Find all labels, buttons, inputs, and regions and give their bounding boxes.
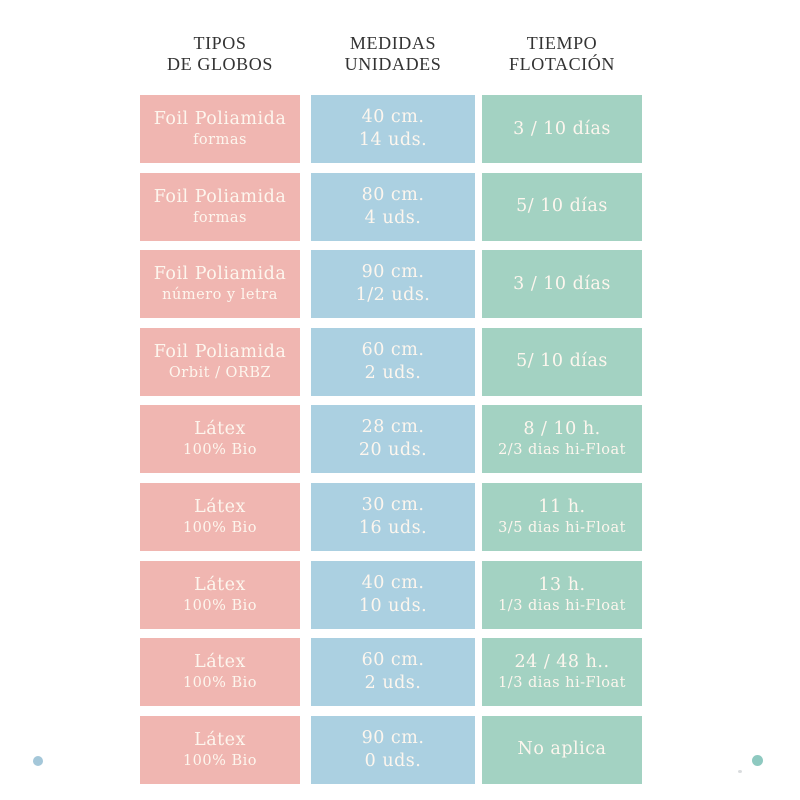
balloon-type-cell: Látex 100% Bio — [140, 405, 300, 474]
column-header-medidas-unidades: MEDIDAS UNIDADES — [311, 33, 475, 75]
decorative-dot-blue — [33, 756, 43, 766]
cell-line-primary: 60 cm. — [361, 339, 425, 360]
header-line: FLOTACIÓN — [509, 54, 615, 74]
cell-line-secondary: 2 uds. — [364, 362, 422, 383]
cell-line-secondary: 16 uds. — [358, 517, 428, 538]
table-row: Látex 100% Bio 60 cm. 2 uds. 24 / 48 h..… — [140, 638, 642, 707]
decorative-dot-teal — [752, 755, 763, 766]
balloon-type-cell: Foil Poliamida número y letra — [140, 250, 300, 319]
cell-line-primary: 30 cm. — [361, 494, 425, 515]
cell-line-secondary: formas — [193, 209, 247, 226]
cell-line-primary: 60 cm. — [361, 650, 425, 671]
cell-line-primary: 24 / 48 h.. — [514, 652, 610, 673]
float-time-cell: 24 / 48 h.. 1/3 dias hi-Float — [482, 638, 642, 707]
cell-line-primary: 40 cm. — [361, 572, 425, 593]
measure-cell: 28 cm. 20 uds. — [311, 405, 475, 474]
cell-line-secondary: 1/3 dias hi-Float — [498, 675, 626, 692]
float-time-cell: 5/ 10 días — [482, 172, 642, 241]
cell-line-primary: Foil Poliamida — [153, 264, 287, 285]
header-line: TIEMPO — [526, 33, 598, 53]
cell-line-secondary: 10 uds. — [358, 595, 428, 616]
measure-cell: 60 cm. 2 uds. — [311, 638, 475, 707]
cell-line-primary: Látex — [194, 419, 246, 440]
table-row: Foil Poliamida formas 40 cm. 14 uds. 3 /… — [140, 95, 642, 163]
table-row: Foil Poliamida número y letra 90 cm. 1/2… — [140, 250, 642, 319]
measure-cell: 90 cm. 0 uds. — [311, 715, 475, 784]
cell-line-primary: Látex — [194, 574, 246, 595]
balloon-type-cell: Foil Poliamida formas — [140, 172, 300, 241]
cell-line-primary: Foil Poliamida — [153, 186, 287, 207]
cell-line-secondary: 0 uds. — [364, 750, 422, 771]
cell-line-primary: 90 cm. — [361, 262, 425, 283]
float-time-cell: 8 / 10 h. 2/3 dias hi-Float — [482, 405, 642, 474]
measure-cell: 30 cm. 16 uds. — [311, 482, 475, 551]
header-line: DE GLOBOS — [167, 54, 273, 74]
balloon-type-cell: Látex 100% Bio — [140, 638, 300, 707]
cell-line-secondary: 2 uds. — [364, 673, 422, 694]
table-row: Foil Poliamida formas 80 cm. 4 uds. 5/ 1… — [140, 172, 642, 241]
cell-line-secondary: 100% Bio — [182, 442, 258, 459]
cell-line-primary: No aplica — [517, 739, 607, 760]
cell-line-secondary: Orbit / ORBZ — [168, 364, 272, 381]
cell-line-primary: 28 cm. — [361, 417, 425, 438]
cell-line-primary: 80 cm. — [361, 184, 425, 205]
table-row: Látex 100% Bio 30 cm. 16 uds. 11 h. 3/5 … — [140, 482, 642, 551]
cell-line-primary: Látex — [194, 729, 246, 750]
cell-line-primary: Látex — [194, 652, 246, 673]
balloon-type-cell: Foil Poliamida formas — [140, 95, 300, 163]
cell-line-secondary: 3/5 dias hi-Float — [498, 519, 626, 536]
cell-line-secondary: 100% Bio — [182, 675, 258, 692]
measure-cell: 90 cm. 1/2 uds. — [311, 250, 475, 319]
table-body: Foil Poliamida formas 40 cm. 14 uds. 3 /… — [140, 95, 642, 784]
float-time-cell: 3 / 10 días — [482, 250, 642, 319]
cell-line-secondary: 100% Bio — [182, 752, 258, 769]
float-time-cell: 13 h. 1/3 dias hi-Float — [482, 560, 642, 629]
header-line: TIPOS — [193, 33, 247, 53]
cell-line-secondary: 1/3 dias hi-Float — [498, 597, 626, 614]
cell-line-primary: 11 h. — [538, 496, 586, 517]
measure-cell: 40 cm. 10 uds. — [311, 560, 475, 629]
measure-cell: 80 cm. 4 uds. — [311, 172, 475, 241]
cell-line-secondary: 20 uds. — [358, 440, 428, 461]
balloon-type-cell: Látex 100% Bio — [140, 715, 300, 784]
cell-line-secondary: 4 uds. — [364, 207, 422, 228]
cell-line-secondary: 2/3 dias hi-Float — [498, 442, 626, 459]
float-time-cell: 11 h. 3/5 dias hi-Float — [482, 482, 642, 551]
cell-line-secondary: 100% Bio — [182, 597, 258, 614]
column-header-tipos-de-globos: TIPOS DE GLOBOS — [140, 33, 300, 75]
cell-line-primary: 90 cm. — [361, 727, 425, 748]
measure-cell: 40 cm. 14 uds. — [311, 95, 475, 163]
table-row: Látex 100% Bio 40 cm. 10 uds. 13 h. 1/3 … — [140, 560, 642, 629]
cell-line-primary: Foil Poliamida — [153, 341, 287, 362]
header-line: UNIDADES — [344, 54, 442, 74]
cell-line-secondary: 1/2 uds. — [355, 285, 431, 306]
cell-line-primary: 3 / 10 días — [513, 273, 611, 294]
cell-line-primary: 13 h. — [538, 574, 586, 595]
cell-line-primary: 3 / 10 días — [513, 118, 611, 139]
balloon-type-cell: Látex 100% Bio — [140, 560, 300, 629]
table-row: Látex 100% Bio 28 cm. 20 uds. 8 / 10 h. … — [140, 405, 642, 474]
measure-cell: 60 cm. 2 uds. — [311, 327, 475, 396]
cell-line-primary: Foil Poliamida — [153, 109, 287, 129]
decorative-speck — [738, 770, 742, 773]
balloon-type-cell: Foil Poliamida Orbit / ORBZ — [140, 327, 300, 396]
cell-line-secondary: 14 uds. — [358, 130, 428, 150]
column-header-tiempo-flotacion: TIEMPO FLOTACIÓN — [482, 33, 642, 75]
cell-line-secondary: formas — [193, 132, 247, 148]
float-time-cell: 5/ 10 días — [482, 327, 642, 396]
balloon-type-cell: Látex 100% Bio — [140, 482, 300, 551]
cell-line-primary: 40 cm. — [361, 107, 425, 127]
float-time-cell: No aplica — [482, 715, 642, 784]
cell-line-secondary: número y letra — [162, 287, 278, 304]
cell-line-primary: 5/ 10 días — [516, 196, 608, 217]
table-row: Látex 100% Bio 90 cm. 0 uds. No aplica — [140, 715, 642, 784]
float-time-cell: 3 / 10 días — [482, 95, 642, 163]
cell-line-secondary: 100% Bio — [182, 519, 258, 536]
header-line: MEDIDAS — [349, 33, 437, 53]
table-row: Foil Poliamida Orbit / ORBZ 60 cm. 2 uds… — [140, 327, 642, 396]
cell-line-primary: Látex — [194, 496, 246, 517]
cell-line-primary: 8 / 10 h. — [523, 419, 601, 440]
cell-line-primary: 5/ 10 días — [516, 351, 608, 372]
